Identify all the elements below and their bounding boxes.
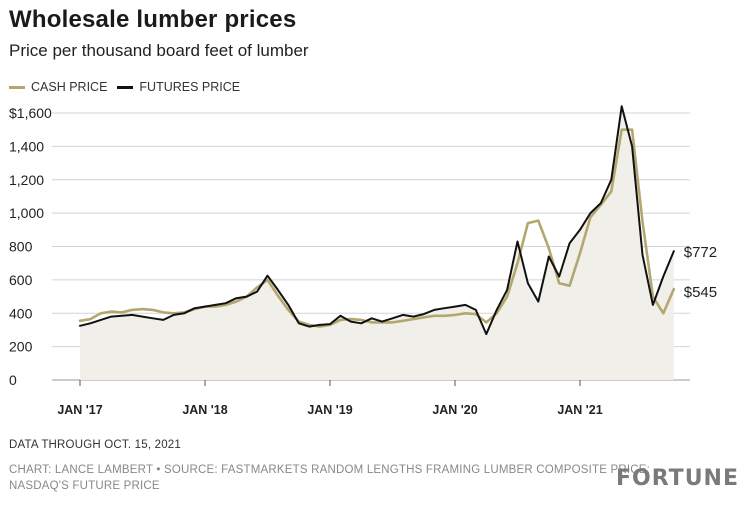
x-tick-label: JAN '19	[307, 403, 352, 417]
cash-price-line	[78, 128, 676, 328]
legend-label-futures: FUTURES PRICE	[139, 80, 241, 94]
end-label-cash: $545	[684, 284, 717, 301]
legend-swatch-cash	[9, 85, 25, 89]
y-tick-label: 600	[9, 272, 33, 288]
x-tick-label: JAN '17	[57, 403, 102, 417]
x-tick-label: JAN '21	[557, 403, 602, 417]
y-tick-label: $1,600	[9, 105, 52, 121]
source-credit: CHART: LANCE LAMBERT • SOURCE: FASTMARKE…	[9, 462, 669, 494]
legend-swatch-futures	[117, 85, 134, 89]
y-tick-label: 200	[9, 339, 33, 355]
legend-label-cash: CASH PRICE	[31, 80, 108, 94]
x-tick-label: JAN '18	[182, 403, 227, 417]
fortune-logo: FORTUNE	[616, 466, 739, 491]
y-tick-label: 1,000	[9, 205, 44, 221]
y-tick-label: 400	[9, 305, 33, 321]
chart-title: Wholesale lumber prices	[9, 6, 297, 33]
y-tick-label: 800	[9, 239, 33, 255]
legend-item-futures: FUTURES PRICE	[117, 80, 240, 94]
source-credit-line-2: NASDAQ'S FUTURE PRICE	[9, 480, 160, 492]
futures-price-line	[79, 105, 675, 336]
y-tick-label: 1,400	[9, 138, 44, 154]
y-tick-label: 1,200	[9, 172, 44, 188]
legend-item-cash: CASH PRICE	[9, 80, 107, 94]
x-tick-label: JAN '20	[432, 403, 477, 417]
price-area-fill	[80, 106, 674, 381]
source-credit-line-1: CHART: LANCE LAMBERT • SOURCE: FASTMARKE…	[9, 464, 651, 476]
y-tick-label: 0	[9, 372, 17, 388]
end-label-futures: $772	[684, 244, 717, 261]
legend: CASH PRICE FUTURES PRICE	[9, 80, 240, 94]
chart-subtitle: Price per thousand board feet of lumber	[9, 41, 309, 60]
data-through-note: DATA THROUGH OCT. 15, 2021	[9, 439, 182, 451]
line-chart: $1,600 1,400 1,200 1,000 800 600 400 200 0 JAN '1…	[9, 105, 717, 417]
